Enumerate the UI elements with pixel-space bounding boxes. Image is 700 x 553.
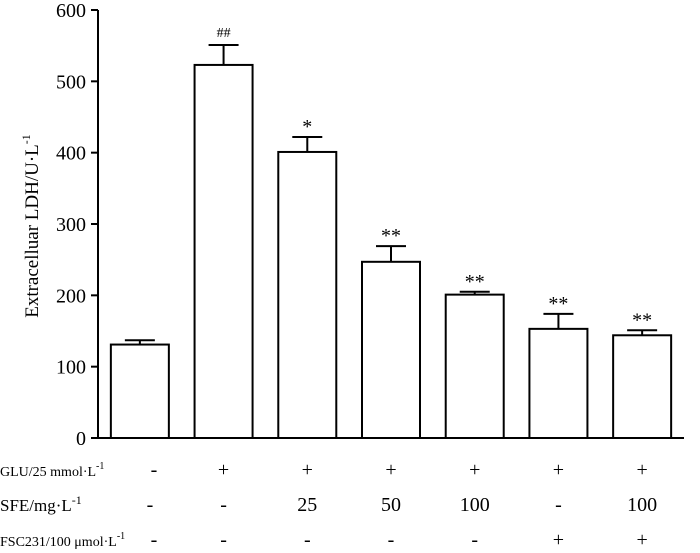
bar	[528, 327, 589, 439]
bar	[109, 343, 170, 440]
treatment-mark: -	[151, 529, 158, 551]
treatment-mark: +	[385, 459, 396, 481]
bar	[277, 150, 338, 439]
treatment-mark: +	[302, 459, 313, 481]
bar	[361, 260, 421, 439]
treatment-row-label: SFE/mg·L-1	[0, 493, 82, 515]
y-ticks: 0 100 200 300 400 500 600	[56, 0, 98, 450]
bars	[109, 63, 673, 440]
y-tick-label: 600	[56, 0, 86, 22]
treatment-mark: +	[637, 529, 648, 551]
significance-annotation: **	[465, 271, 485, 293]
treatment-row-label: GLU/25 mmol·L-1	[0, 461, 104, 480]
y-axis-label-superscript: -1	[19, 134, 33, 144]
y-tick-label: 200	[56, 285, 86, 307]
treatment-mark: +	[218, 459, 229, 481]
treatment-mark: 100	[460, 494, 490, 516]
y-tick-label: 500	[56, 71, 86, 93]
treatment-mark: 50	[381, 494, 401, 516]
y-axis-label-text: Extracelluar LDH/U·L	[22, 144, 43, 318]
treatment-mark: +	[553, 529, 564, 551]
significance-annotation: *	[302, 116, 312, 138]
y-tick-label: 0	[76, 428, 86, 450]
y-tick-label: 100	[56, 357, 86, 379]
treatment-rows: GLU/25 mmol·L-1 - + + + + + + SFE/mg·L-1 - - 25 50 10…	[0, 459, 657, 551]
treatment-mark: -	[151, 459, 158, 481]
treatment-mark: -	[471, 529, 478, 551]
treatment-mark: -	[304, 529, 311, 551]
treatment-mark: 25	[297, 494, 317, 516]
bar	[193, 63, 254, 439]
treatment-mark: +	[553, 459, 564, 481]
treatment-mark: +	[469, 459, 480, 481]
y-tick-label: 300	[56, 214, 86, 236]
significance-annotation: **	[548, 293, 568, 315]
significance-annotation: **	[381, 225, 401, 247]
y-tick-label: 400	[56, 143, 86, 165]
treatment-mark: -	[555, 494, 562, 516]
treatment-mark: 100	[627, 494, 657, 516]
treatment-row-label: FSC231/100 μmol·L-1	[0, 531, 125, 550]
significance-annotation: **	[632, 309, 652, 331]
treatment-mark: -	[220, 494, 227, 516]
bar	[444, 293, 505, 439]
treatment-mark: +	[637, 459, 648, 481]
significance-annotation: ##	[217, 26, 231, 41]
y-axis-label: Extracelluar LDH/U·L-1	[19, 134, 43, 318]
significance-annotations: ##*********	[217, 26, 653, 331]
error-bars	[124, 43, 658, 345]
treatment-mark: -	[388, 529, 395, 551]
y-axis-label-group: Extracelluar LDH/U·L-1	[19, 134, 43, 318]
bar	[612, 334, 673, 439]
treatment-mark: -	[220, 529, 227, 551]
treatment-mark: -	[147, 494, 154, 516]
